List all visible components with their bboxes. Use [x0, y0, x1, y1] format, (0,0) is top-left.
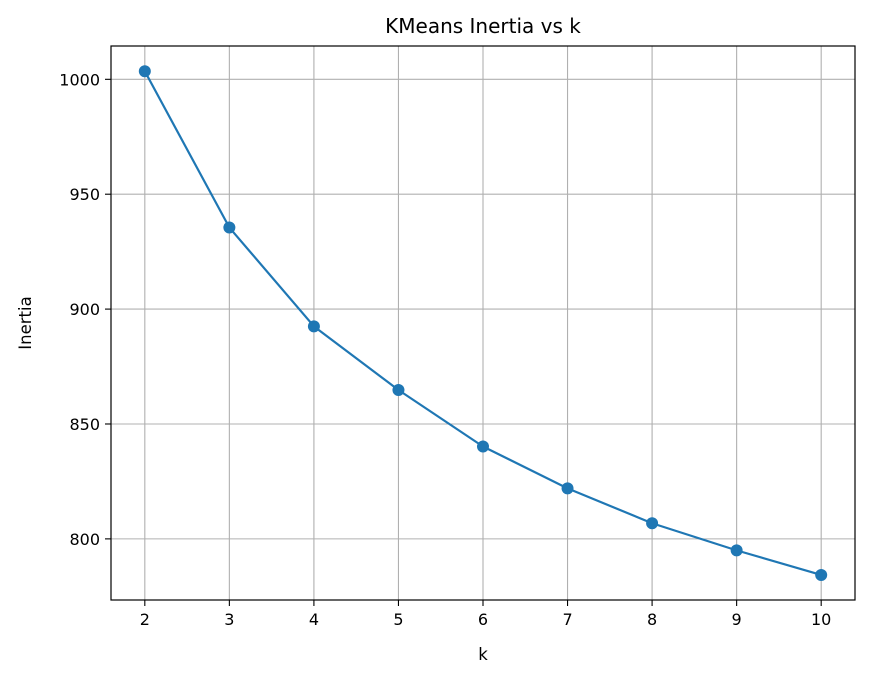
y-tick-label: 850: [69, 415, 100, 434]
y-tick-label: 900: [69, 300, 100, 319]
data-point: [477, 440, 489, 453]
x-tick-label: 8: [647, 610, 657, 629]
y-tick-label: 950: [69, 185, 100, 204]
grid-lines: [111, 46, 855, 600]
x-tick-label: 2: [140, 610, 150, 629]
x-tick-label: 9: [732, 610, 742, 629]
data-point: [392, 383, 405, 396]
data-point: [815, 568, 828, 581]
x-tick-label: 6: [478, 610, 488, 629]
x-axis-label: k: [478, 645, 488, 664]
data-point: [646, 517, 659, 530]
x-axis-ticks: 2 3 4 5 6 7 8 9 10: [140, 600, 831, 629]
y-tick-label: 800: [69, 530, 100, 549]
data-point: [307, 320, 320, 333]
data-point: [730, 544, 743, 557]
y-tick-label: 1000: [59, 70, 100, 89]
series-markers: [138, 65, 828, 581]
y-axis-ticks: 800 850 900 950 1000: [59, 70, 111, 549]
data-point: [138, 65, 151, 78]
x-tick-label: 10: [811, 610, 831, 629]
x-tick-label: 4: [309, 610, 319, 629]
x-tick-label: 7: [562, 610, 572, 629]
x-tick-label: 3: [224, 610, 234, 629]
x-tick-label: 5: [393, 610, 403, 629]
data-point: [561, 482, 574, 495]
y-axis-label: Inertia: [16, 296, 35, 349]
chart-title: KMeans Inertia vs k: [385, 14, 581, 38]
data-point: [223, 221, 236, 234]
